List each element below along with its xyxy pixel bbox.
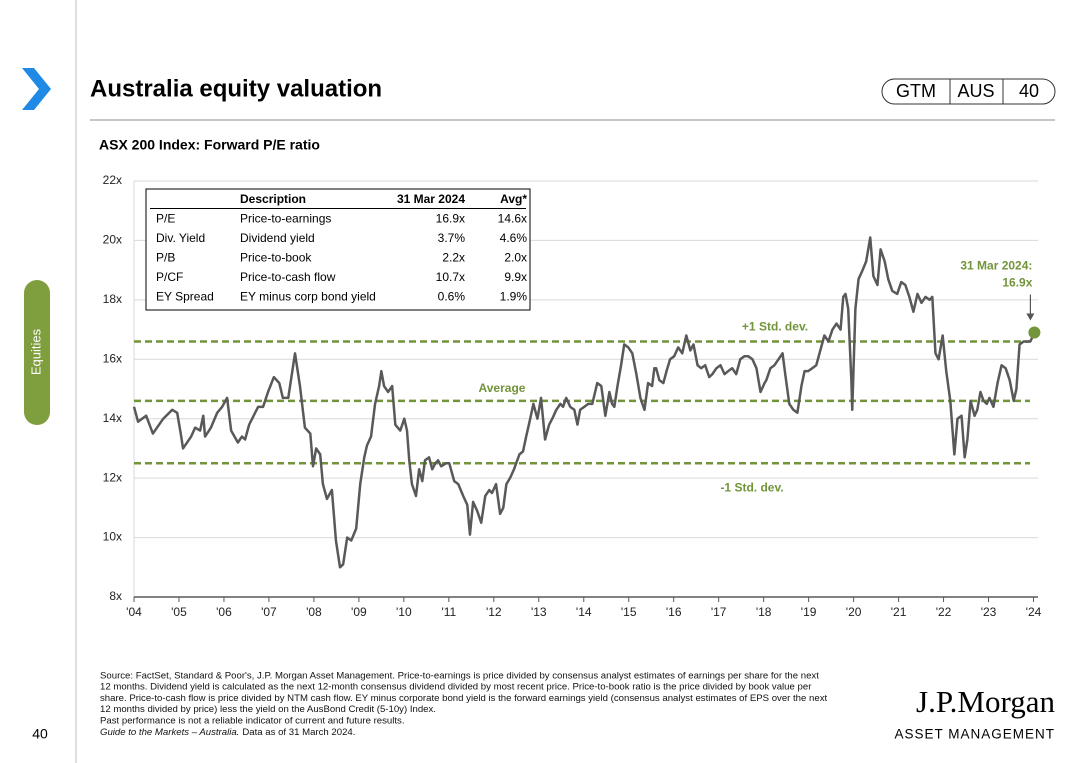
table-cell: 14.6x bbox=[498, 211, 527, 225]
x-tick-label: '22 bbox=[936, 605, 952, 619]
x-tick-label: '12 bbox=[486, 605, 502, 619]
table-cell: EY minus corp bond yield bbox=[240, 289, 376, 303]
table-box bbox=[145, 188, 531, 311]
x-tick-label: '11 bbox=[441, 605, 456, 619]
table-header: Avg* bbox=[500, 192, 527, 206]
y-tick-label: 14x bbox=[103, 411, 122, 425]
table-cell: 9.9x bbox=[504, 270, 527, 284]
badge-text: GTM bbox=[896, 81, 936, 101]
table-cell: Price-to-cash flow bbox=[240, 270, 336, 284]
footnote: share. Price-to-cash flow is price divid… bbox=[100, 693, 827, 704]
footnote: Source: FactSet, Standard & Poor's, J.P.… bbox=[100, 671, 819, 682]
table-cell: Price-to-earnings bbox=[240, 211, 331, 225]
y-tick-label: 18x bbox=[103, 292, 122, 306]
x-tick-label: '13 bbox=[531, 605, 547, 619]
x-tick-label: '08 bbox=[306, 605, 322, 619]
footnote: 12 months divided by price) less the yie… bbox=[100, 704, 436, 715]
x-tick-label: '24 bbox=[1026, 605, 1042, 619]
table-cell: EY Spread bbox=[156, 289, 214, 303]
y-tick-label: 16x bbox=[103, 351, 122, 365]
footnote-date: Data as of 31 March 2024. bbox=[242, 727, 355, 738]
x-tick-label: '15 bbox=[621, 605, 637, 619]
x-tick-label: '23 bbox=[981, 605, 997, 619]
table-cell: P/CF bbox=[156, 270, 183, 284]
y-tick-label: 8x bbox=[109, 589, 122, 603]
x-tick-label: '05 bbox=[171, 605, 187, 619]
table-cell: 0.6% bbox=[438, 289, 466, 303]
annotation: 16.9x bbox=[1002, 276, 1032, 290]
table-cell: 10.7x bbox=[436, 270, 465, 284]
y-tick-label: 12x bbox=[103, 470, 122, 484]
table-cell: 16.9x bbox=[436, 211, 465, 225]
y-tick-label: 10x bbox=[103, 530, 122, 544]
x-tick-label: '06 bbox=[216, 605, 232, 619]
badge bbox=[881, 78, 1056, 105]
section-tab bbox=[24, 280, 50, 425]
table-cell: 3.7% bbox=[438, 231, 466, 245]
chevron-logo bbox=[22, 68, 51, 110]
reference-label: -1 Std. dev. bbox=[720, 480, 783, 494]
annotation: 31 Mar 2024: bbox=[960, 259, 1032, 273]
page-number: 40 bbox=[32, 726, 48, 742]
badge-text: AUS bbox=[957, 81, 994, 101]
x-tick-label: '20 bbox=[846, 605, 862, 619]
table-cell: Dividend yield bbox=[240, 231, 315, 245]
x-tick-label: '16 bbox=[666, 605, 682, 619]
y-tick-label: 20x bbox=[103, 233, 122, 247]
x-tick-label: '04 bbox=[126, 605, 142, 619]
footnote-guide: Guide to the Markets – Australia. bbox=[100, 727, 239, 738]
page-title: Australia equity valuation bbox=[90, 75, 382, 102]
y-tick-label: 22x bbox=[103, 173, 122, 187]
reference-label: Average bbox=[479, 381, 526, 395]
table-cell: Div. Yield bbox=[156, 231, 205, 245]
latest-point bbox=[1028, 326, 1041, 339]
series-line bbox=[132, 236, 1036, 569]
x-tick-label: '17 bbox=[711, 605, 727, 619]
table-cell: 1.9% bbox=[500, 289, 528, 303]
table-header: 31 Mar 2024 bbox=[397, 192, 465, 206]
x-tick-label: '21 bbox=[891, 605, 907, 619]
badge-text: 40 bbox=[1019, 81, 1039, 101]
table-cell: 2.2x bbox=[442, 250, 465, 264]
table-cell: Price-to-book bbox=[240, 250, 312, 264]
table-cell: 4.6% bbox=[500, 231, 528, 245]
section-tab-label: Equities bbox=[28, 328, 43, 375]
table-cell: P/E bbox=[156, 211, 175, 225]
x-tick-label: '09 bbox=[351, 605, 367, 619]
table-cell: 2.0x bbox=[504, 250, 527, 264]
x-tick-label: '07 bbox=[261, 605, 277, 619]
table-header: Description bbox=[240, 192, 306, 206]
x-tick-label: '19 bbox=[801, 605, 817, 619]
footnote: 12 months. Dividend yield is calculated … bbox=[100, 682, 812, 693]
logo-name: J.P.Morgan bbox=[916, 684, 1055, 719]
x-tick-label: '14 bbox=[576, 605, 592, 619]
x-tick-label: '10 bbox=[396, 605, 412, 619]
reference-label: +1 Std. dev. bbox=[742, 320, 808, 334]
chart-title: ASX 200 Index: Forward P/E ratio bbox=[99, 137, 320, 153]
footnote: Guide to the Markets – Australia. Data as… bbox=[100, 727, 355, 738]
annotation-arrowhead bbox=[1026, 313, 1035, 321]
table-cell: P/B bbox=[156, 250, 175, 264]
footnote: Past performance is not a reliable indic… bbox=[100, 715, 405, 726]
logo-sub: ASSET MANAGEMENT bbox=[894, 727, 1055, 742]
x-tick-label: '18 bbox=[756, 605, 772, 619]
